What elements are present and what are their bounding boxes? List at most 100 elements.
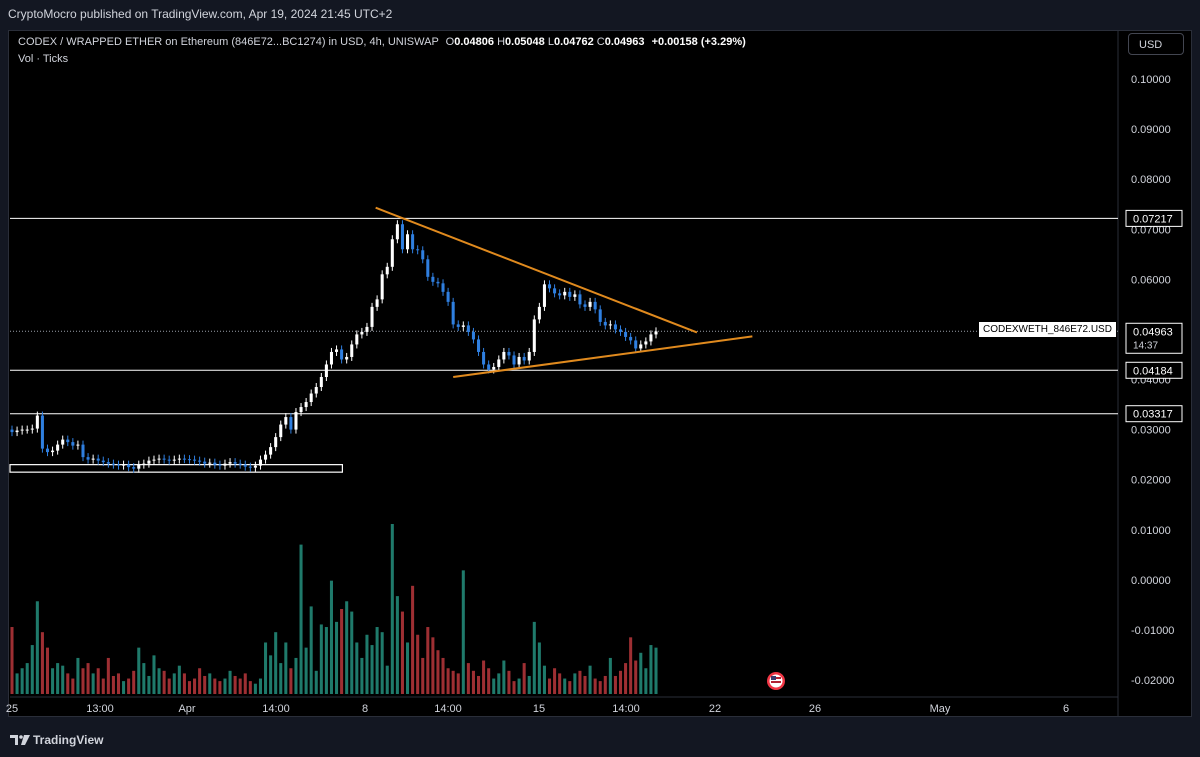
volume-bar bbox=[253, 683, 257, 694]
volume-bar bbox=[395, 596, 399, 694]
legend-title: CODEX / WRAPPED ETHER on Ethereum (846E7… bbox=[18, 36, 439, 48]
level-price-label: 0.04184 bbox=[1133, 365, 1173, 377]
candle-body bbox=[578, 294, 582, 305]
volume-bar bbox=[208, 673, 212, 694]
candle-body bbox=[15, 430, 19, 433]
last-price-label: 0.04963 bbox=[1133, 326, 1173, 338]
volume-bar bbox=[127, 678, 131, 694]
volume-bar bbox=[360, 657, 364, 694]
candle-body bbox=[400, 224, 404, 250]
candle-body bbox=[167, 459, 171, 461]
candle-body bbox=[127, 464, 131, 468]
volume-bar bbox=[624, 663, 628, 694]
candle-body bbox=[223, 463, 227, 466]
volume-bar bbox=[309, 606, 313, 694]
volume-bar bbox=[177, 665, 181, 694]
volume-bar bbox=[542, 665, 546, 694]
candle-body bbox=[182, 458, 186, 460]
candle-body bbox=[35, 415, 39, 429]
volume-bar bbox=[279, 663, 283, 694]
volume-bar bbox=[532, 621, 536, 694]
volume-bar bbox=[426, 627, 430, 694]
candle-body bbox=[487, 364, 491, 370]
candle-body bbox=[10, 429, 14, 433]
candle-body bbox=[61, 439, 65, 445]
flag-canton bbox=[771, 676, 776, 680]
candle-body bbox=[365, 326, 369, 332]
candle-body bbox=[370, 306, 374, 327]
candle-body bbox=[274, 437, 278, 448]
volume-bar bbox=[71, 678, 75, 694]
volume-bar bbox=[608, 657, 612, 694]
volume-bar bbox=[451, 670, 455, 694]
volume-bar bbox=[264, 642, 268, 694]
volume-bar bbox=[603, 675, 607, 694]
volume-bar bbox=[86, 663, 90, 694]
x-tick-label: 26 bbox=[809, 703, 821, 715]
volume-bar bbox=[25, 663, 29, 694]
candle-body bbox=[547, 284, 552, 289]
volume-bar bbox=[101, 678, 105, 694]
volume-bar bbox=[35, 601, 39, 694]
candle-body bbox=[91, 458, 95, 460]
x-tick-label: Apr bbox=[178, 703, 195, 715]
volume-bar bbox=[578, 670, 582, 694]
candle-body bbox=[172, 459, 176, 461]
volume-bar bbox=[466, 663, 470, 694]
candle-body bbox=[45, 448, 50, 453]
level-price-label: 0.07217 bbox=[1133, 213, 1173, 225]
candle-body bbox=[193, 459, 197, 461]
candle-body bbox=[233, 462, 237, 464]
candle-body bbox=[101, 460, 105, 463]
candle-body bbox=[86, 457, 90, 460]
volume-bar bbox=[243, 673, 247, 694]
candle-body bbox=[451, 301, 455, 325]
volume-bar bbox=[654, 647, 658, 694]
candle-body bbox=[81, 444, 85, 458]
last-price-tag bbox=[1125, 322, 1183, 354]
footer-brand: TradingView bbox=[33, 733, 104, 747]
y-tick-label: 0.02000 bbox=[1131, 475, 1171, 487]
volume-bar bbox=[96, 668, 100, 694]
volume-bar bbox=[142, 663, 146, 694]
x-tick-label: 25 bbox=[6, 703, 18, 715]
candle-body bbox=[71, 442, 75, 446]
volume-bar bbox=[228, 670, 232, 694]
volume-bar bbox=[527, 675, 531, 694]
volume-bar bbox=[324, 627, 328, 694]
candle-body bbox=[208, 462, 212, 464]
candle-body bbox=[598, 309, 602, 322]
y-tick-label: -0.02000 bbox=[1131, 675, 1174, 687]
candle-body bbox=[456, 324, 460, 327]
currency-button[interactable]: USD bbox=[1128, 33, 1184, 55]
legend-high-label: H bbox=[497, 36, 506, 48]
volume-bar bbox=[583, 675, 587, 694]
candle-body bbox=[324, 364, 328, 377]
candle-body bbox=[335, 349, 339, 352]
volume-bar bbox=[380, 632, 384, 694]
x-tick-label: 14:00 bbox=[434, 703, 462, 715]
candle-body bbox=[76, 444, 80, 446]
volume-bar bbox=[20, 668, 24, 694]
x-tick-label: 13:00 bbox=[86, 703, 114, 715]
candle-body bbox=[644, 341, 648, 345]
volume-bar bbox=[137, 647, 141, 694]
candle-body bbox=[40, 415, 44, 449]
volume-bar bbox=[304, 647, 308, 694]
candle-body bbox=[106, 462, 110, 464]
volume-bar bbox=[284, 642, 288, 694]
candle-body bbox=[461, 325, 465, 327]
candle-body bbox=[537, 306, 541, 320]
volume-bar bbox=[157, 668, 161, 694]
volume-bar bbox=[568, 681, 572, 694]
volume-bar bbox=[45, 647, 50, 694]
y-tick-label: -0.01000 bbox=[1131, 625, 1174, 637]
candle-body bbox=[471, 331, 475, 340]
volume-bar bbox=[639, 652, 643, 694]
candle-body bbox=[385, 266, 389, 275]
candle-body bbox=[532, 319, 536, 352]
candle-body bbox=[441, 283, 445, 292]
volume-bar bbox=[203, 675, 207, 694]
volume-bar bbox=[618, 670, 623, 694]
